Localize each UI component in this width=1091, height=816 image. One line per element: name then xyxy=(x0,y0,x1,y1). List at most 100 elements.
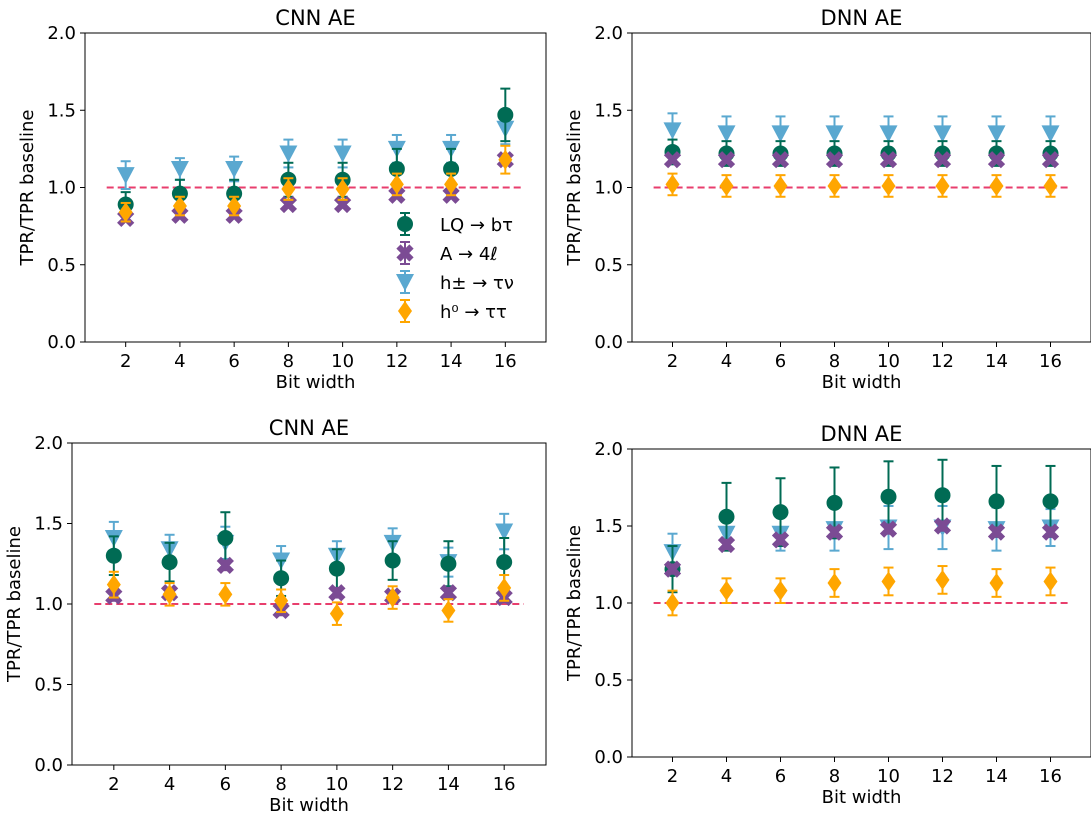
data-point xyxy=(718,508,735,525)
y-tick-label: 1.5 xyxy=(594,516,623,537)
data-point xyxy=(498,149,513,170)
data-point xyxy=(773,580,788,601)
x-tick-label: 2 xyxy=(120,351,131,372)
data-point xyxy=(441,600,456,621)
x-tick-label: 12 xyxy=(931,351,954,372)
data-point xyxy=(1043,175,1058,196)
data-point xyxy=(771,125,790,143)
x-tick-label: 14 xyxy=(437,774,460,795)
data-point xyxy=(772,504,789,521)
data-point xyxy=(827,175,842,196)
data-point xyxy=(665,593,680,613)
legend-label-a4l: A → 4ℓ xyxy=(440,244,498,265)
data-point xyxy=(1043,571,1058,592)
data-point xyxy=(444,174,459,195)
x-tick-label: 6 xyxy=(228,351,239,372)
x-tick-label: 4 xyxy=(164,774,175,795)
data-point xyxy=(217,529,234,546)
legend-marker-a4l xyxy=(396,244,414,262)
data-point xyxy=(663,560,682,578)
data-point xyxy=(497,106,514,123)
series-a4l xyxy=(663,151,1060,169)
y-tick-label: 0.0 xyxy=(594,747,623,768)
data-point xyxy=(717,535,736,554)
panel-3: CNN AE 2 4 6 8 10 12 14 16 0.0 0.5 1.0 1.5 2.0 Bit wid… xyxy=(4,416,547,816)
panel-title: DNN AE xyxy=(821,6,903,30)
data-point xyxy=(935,175,950,196)
data-point xyxy=(719,580,734,601)
x-axis-label: Bit width xyxy=(269,795,349,816)
x-tick-label: 10 xyxy=(877,351,900,372)
data-point xyxy=(825,125,844,143)
data-point xyxy=(105,547,122,564)
data-point xyxy=(106,574,121,595)
data-point xyxy=(880,488,897,505)
x-tick-label: 6 xyxy=(775,766,786,787)
data-point xyxy=(987,523,1006,541)
data-point xyxy=(273,570,290,587)
data-point xyxy=(161,554,178,571)
legend-marker-h0 xyxy=(398,301,412,321)
data-point xyxy=(988,493,1005,510)
legend: LQ → bτ A → 4ℓ h± → τν h⁰ → ττ xyxy=(396,212,514,323)
x-axis-label: Bit width xyxy=(822,372,902,393)
data-point xyxy=(170,160,189,178)
y-axis-label: TPR/TPR baseline xyxy=(564,110,585,267)
data-point xyxy=(227,196,242,217)
data-point xyxy=(496,554,513,571)
data-point xyxy=(389,174,404,195)
y-axis-label: TPR/TPR baseline xyxy=(4,526,25,683)
y-tick-label: 1.5 xyxy=(594,100,623,121)
data-point xyxy=(279,145,298,163)
x-tick-label: 2 xyxy=(667,351,678,372)
x-tick-label: 8 xyxy=(829,766,840,787)
y-tick-label: 1.0 xyxy=(34,594,63,615)
x-tick-label: 6 xyxy=(220,774,231,795)
x-axis-label: Bit width xyxy=(276,372,356,393)
panel-title: CNN AE xyxy=(275,6,355,30)
data-point xyxy=(274,590,289,611)
data-point xyxy=(495,523,514,541)
data-point xyxy=(440,555,457,572)
data-point xyxy=(665,174,680,195)
y-tick-label: 1.5 xyxy=(34,514,63,535)
data-point xyxy=(663,151,682,169)
panel-title: CNN AE xyxy=(269,416,349,440)
legend-label-h0: h⁰ → ττ xyxy=(440,302,507,323)
y-tick-label: 0.5 xyxy=(47,255,76,276)
data-point xyxy=(333,145,352,163)
x-tick-label: 4 xyxy=(721,351,732,372)
legend-label-hpm: h± → τν xyxy=(440,273,514,294)
data-point xyxy=(218,584,233,605)
legend-marker-lq xyxy=(397,216,413,232)
y-tick-label: 2.0 xyxy=(34,433,63,454)
y-tick-label: 2.0 xyxy=(47,23,76,44)
data-point xyxy=(933,125,952,143)
y-tick-label: 1.0 xyxy=(594,593,623,614)
x-tick-label: 10 xyxy=(331,351,354,372)
y-tick-label: 0.5 xyxy=(594,670,623,691)
x-tick-label: 12 xyxy=(931,766,954,787)
x-tick-label: 10 xyxy=(325,774,348,795)
series-h0 xyxy=(118,144,513,223)
data-point xyxy=(328,560,345,577)
legend-marker-hpm xyxy=(396,274,414,291)
series-hpm xyxy=(116,112,515,191)
panel-2: DNN AE 2 4 6 8 10 12 14 16 0.0 0.5 1.0 1.5 2.0 Bit wid… xyxy=(564,6,1091,393)
panel-4: DNN AE 2 4 6 8 10 12 14 16 0.0 0.5 1.0 1.5 2.0 Bit wid… xyxy=(564,422,1091,808)
data-point xyxy=(987,151,1006,169)
x-tick-label: 14 xyxy=(440,351,463,372)
x-tick-label: 16 xyxy=(1039,766,1062,787)
series-h0 xyxy=(665,172,1058,198)
y-axis-label: TPR/TPR baseline xyxy=(564,525,585,682)
data-point xyxy=(935,569,950,590)
data-point xyxy=(879,151,898,169)
x-tick-label: 8 xyxy=(275,774,286,795)
data-point xyxy=(281,179,296,200)
data-point xyxy=(1041,125,1060,143)
x-tick-label: 12 xyxy=(385,351,408,372)
x-tick-label: 10 xyxy=(877,766,900,787)
data-point xyxy=(335,179,350,200)
data-point xyxy=(717,125,736,143)
